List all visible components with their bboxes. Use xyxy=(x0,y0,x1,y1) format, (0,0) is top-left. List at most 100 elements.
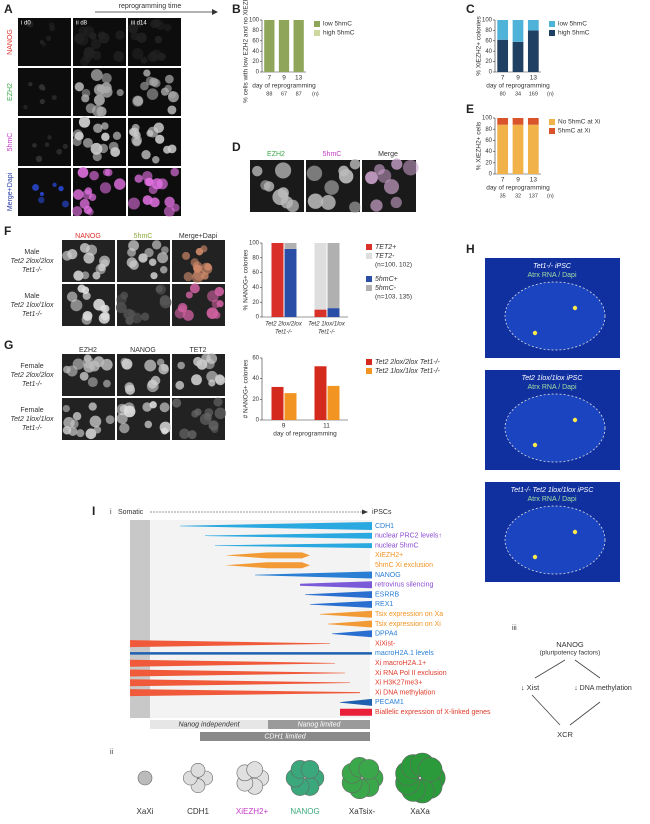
nucleus xyxy=(38,84,45,90)
nucleus xyxy=(23,105,28,110)
bar xyxy=(512,20,524,42)
nucleus xyxy=(74,82,84,92)
column-label: EZH2 xyxy=(79,347,97,354)
nucleus xyxy=(383,179,400,195)
nucleus xyxy=(101,304,110,313)
x-tick-label: 13 xyxy=(530,75,538,82)
nucleus xyxy=(63,417,75,429)
nucleus xyxy=(63,365,71,374)
cell xyxy=(246,761,263,778)
legend-swatch xyxy=(366,276,372,282)
nucleus xyxy=(189,283,200,294)
nucleus xyxy=(81,314,92,325)
sample-size: 137 xyxy=(529,193,538,199)
row-label: Male xyxy=(24,293,39,300)
nucleus xyxy=(402,159,419,176)
bar xyxy=(527,20,539,31)
nucleus xyxy=(39,191,45,197)
y-axis-title: % XiEZH2+ colonies xyxy=(476,16,483,76)
x-tick-label: 13 xyxy=(295,75,303,82)
bar xyxy=(527,30,539,72)
rna-spot xyxy=(572,305,578,311)
cell-label: CDH1 xyxy=(187,807,209,816)
bar xyxy=(327,385,340,420)
y-tick-label: 100 xyxy=(482,18,493,24)
event-label: Tsix expression on Xa xyxy=(375,611,443,618)
nucleus xyxy=(90,142,103,155)
sample-size: 67 xyxy=(281,91,287,97)
nucleus xyxy=(103,379,111,388)
y-tick-label: 60 xyxy=(252,356,259,362)
event-label: CDH1 xyxy=(375,523,394,530)
nucleus xyxy=(349,201,361,214)
y-tick-label: 20 xyxy=(252,397,259,403)
row-label: Tet2 2lox/2lox xyxy=(11,258,54,265)
nucleus xyxy=(260,180,271,191)
row-label: Female xyxy=(20,363,43,370)
nucleus xyxy=(365,171,378,185)
y-tick-label: 20 xyxy=(252,59,259,65)
cell xyxy=(417,757,443,782)
row-label: Tet2 1lox/1lox xyxy=(11,416,54,423)
nucleus xyxy=(79,371,89,381)
cell-label: XiEZH2+ xyxy=(236,807,269,816)
nucleus xyxy=(192,261,203,272)
legend-swatch xyxy=(549,30,555,36)
row-label: Female xyxy=(20,407,43,414)
event-bar xyxy=(305,591,372,599)
nucleus xyxy=(66,291,78,303)
nucleus xyxy=(131,134,143,146)
nucleus xyxy=(32,143,37,148)
nucleus xyxy=(370,199,383,212)
nucleus xyxy=(193,356,203,367)
cell-label: XaXi xyxy=(137,807,154,816)
nucleus xyxy=(142,170,153,182)
nucleus xyxy=(87,377,98,388)
event-bar xyxy=(130,640,330,648)
cell-label: XaXa xyxy=(410,807,430,816)
nucleus xyxy=(47,135,52,140)
phase-label: Nanog limited xyxy=(298,721,342,728)
x-tick-label: 9 xyxy=(516,75,520,82)
y-tick-label: 40 xyxy=(252,285,259,291)
legend-label: 5hmC- xyxy=(375,285,397,292)
nucleus xyxy=(99,182,112,194)
legend-swatch xyxy=(366,285,372,291)
cell xyxy=(137,770,153,786)
x-tick-label: 7 xyxy=(501,75,505,82)
nucleus xyxy=(175,380,185,390)
nucleus xyxy=(214,407,227,420)
column-label: NANOG xyxy=(130,347,156,354)
event-bar xyxy=(340,698,372,706)
nucleus xyxy=(127,197,140,210)
nucleus xyxy=(98,32,110,44)
nucleus xyxy=(82,137,93,148)
x-tick-label: Tet2 2lox/2lox xyxy=(265,322,303,328)
nucleus xyxy=(88,402,97,411)
nucleus xyxy=(126,257,138,268)
bar xyxy=(327,308,340,317)
nucleus xyxy=(127,247,136,257)
bar xyxy=(284,393,297,420)
nucleus xyxy=(125,384,136,395)
nucleus xyxy=(77,284,86,293)
nucleus xyxy=(213,397,223,407)
nucleus xyxy=(252,165,263,177)
timeline-area xyxy=(150,520,370,718)
sample-size: 169 xyxy=(529,91,538,97)
panel-label: E xyxy=(466,102,474,116)
y-tick-label: 60 xyxy=(485,38,492,44)
nucleus xyxy=(121,358,133,370)
panel-label: B xyxy=(232,2,241,16)
timeline-start: Somatic xyxy=(118,509,144,516)
event-label: ESRRB xyxy=(375,591,399,598)
event-bar xyxy=(130,669,345,677)
nucleus xyxy=(68,426,78,437)
model-arrow xyxy=(534,659,566,679)
nucleus xyxy=(213,311,221,319)
nucleus xyxy=(82,291,91,300)
phase-label: CDH1 limited xyxy=(264,733,306,740)
nucleus xyxy=(208,379,216,387)
sample-size: 87 xyxy=(296,91,302,97)
nucleus xyxy=(101,358,113,371)
